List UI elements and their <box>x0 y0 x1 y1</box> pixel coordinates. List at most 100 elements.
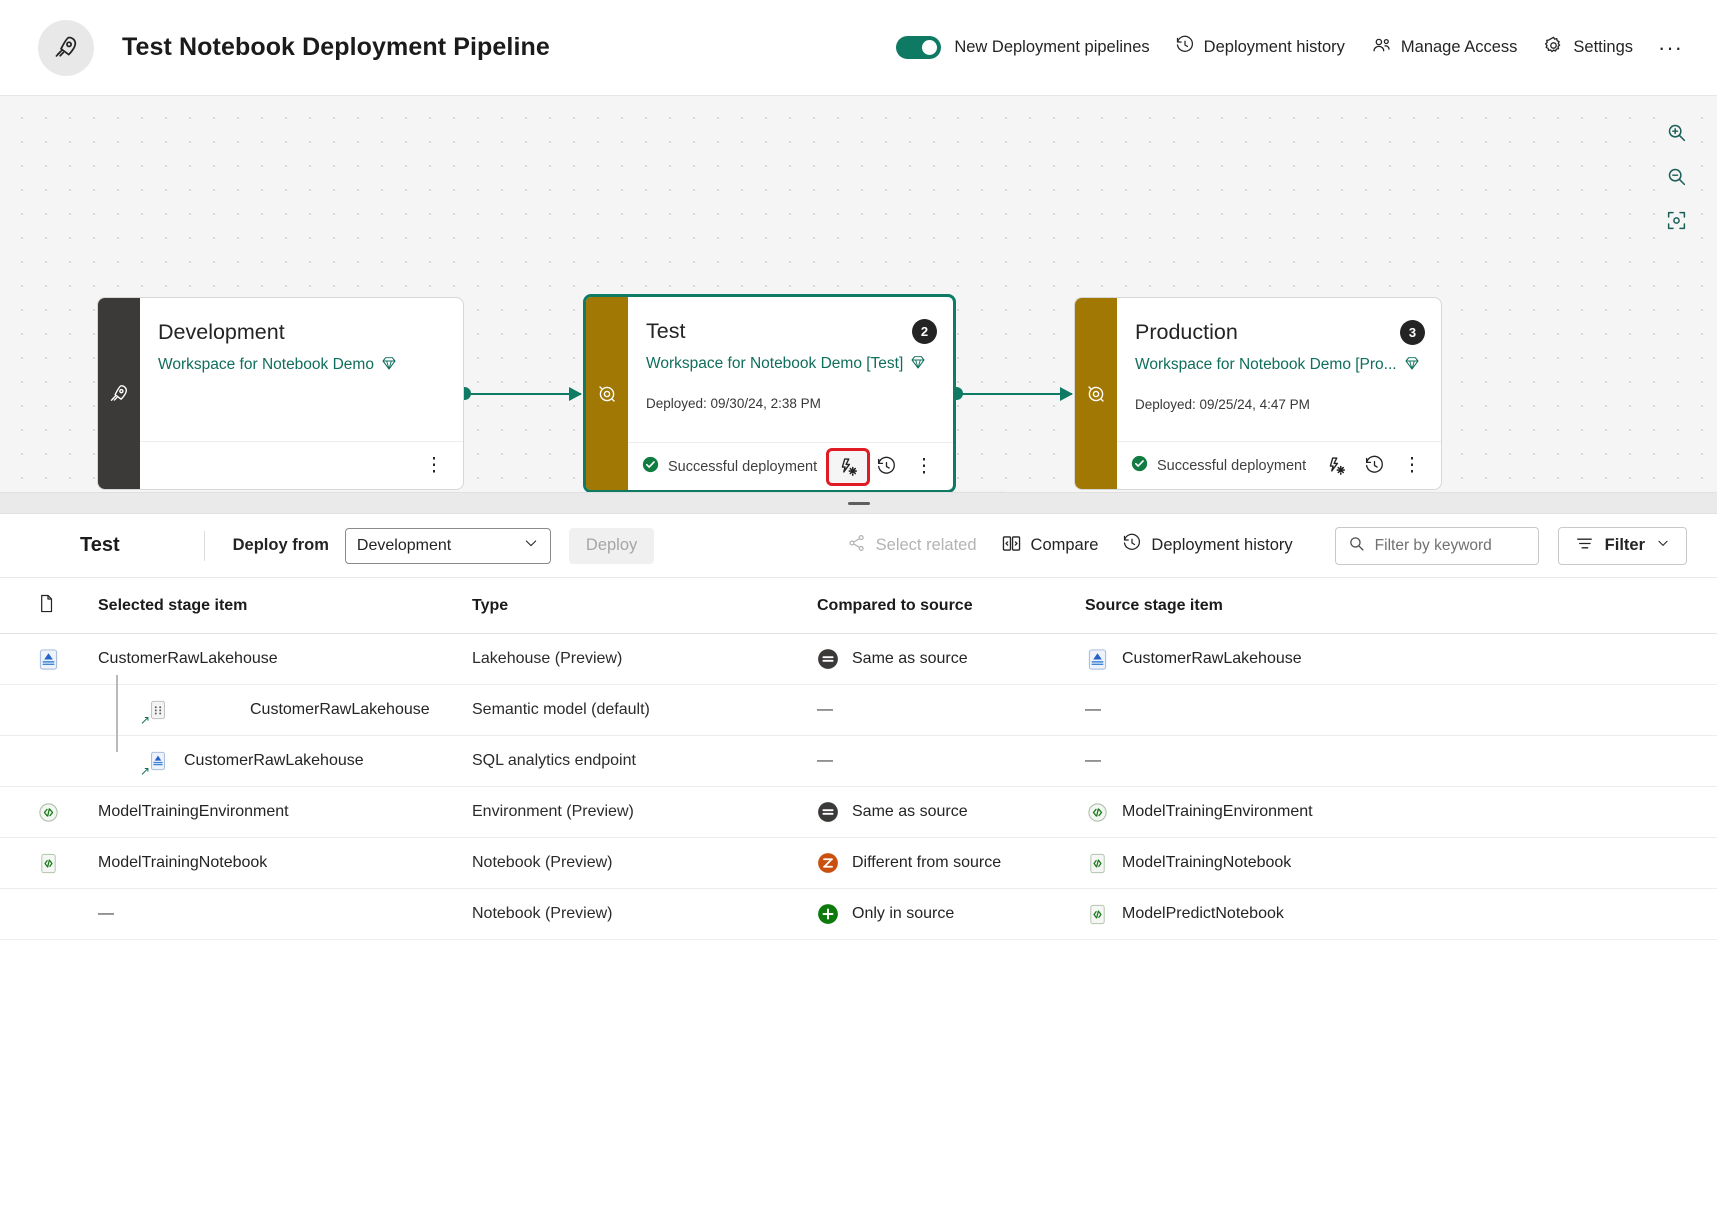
column-header-source-stage-item[interactable]: Source stage item <box>1085 596 1223 614</box>
tree-connector <box>116 726 118 752</box>
filter-label: Filter <box>1604 536 1645 554</box>
deployment-rules-button-test[interactable] <box>829 450 867 483</box>
stage-card-test[interactable]: 2 Test Workspace for Notebook Demo [Test… <box>583 294 956 492</box>
deployment-history-toolbar-button[interactable]: Deployment history <box>1110 525 1304 566</box>
semantic-model-icon <box>146 698 170 722</box>
deploy-from-value: Development <box>356 536 452 554</box>
stage-bar-test <box>586 297 628 490</box>
stage-badge-production: 3 <box>1400 320 1425 345</box>
zoom-in-button[interactable] <box>1658 114 1695 151</box>
same-as-source-icon <box>817 801 839 823</box>
connector-test-to-prod <box>957 387 1073 401</box>
toolbar-divider <box>203 530 205 561</box>
row-name-label: CustomerRawLakehouse <box>98 650 278 667</box>
settings-button[interactable]: Settings <box>1530 27 1646 69</box>
deployment-rules-button-production[interactable] <box>1317 450 1355 482</box>
deploy-from-select[interactable]: Development <box>344 527 551 564</box>
stage-name-test: Test <box>646 319 686 343</box>
new-deployment-pipelines-toggle[interactable]: New Deployment pipelines <box>896 36 1150 59</box>
row-name-label: ModelTrainingEnvironment <box>98 803 289 820</box>
deploy-button[interactable]: Deploy <box>568 527 655 564</box>
canvas-zoom-tools <box>1658 114 1695 239</box>
table-row[interactable]: — Notebook (Preview) Only in source Mode… <box>0 889 1717 940</box>
environment-icon <box>1085 800 1109 824</box>
column-header-compared-to-source[interactable]: Compared to source <box>817 596 973 614</box>
zoom-out-button[interactable] <box>1658 158 1695 195</box>
lakehouse-icon <box>36 647 60 671</box>
history-icon <box>1365 455 1383 473</box>
people-icon <box>1371 35 1392 61</box>
stage-status-production: Successful deployment <box>1131 455 1306 476</box>
row-compared-label: Same as source <box>852 650 968 667</box>
row-compared-cell: Same as source <box>817 648 1085 670</box>
row-name-cell: — <box>98 905 472 923</box>
row-compared-cell: Same as source <box>817 801 1085 823</box>
deployment-target-icon <box>599 385 615 402</box>
stage-card-production[interactable]: 3 Production Workspace for Notebook Demo… <box>1074 297 1442 490</box>
stage-workspace-link-production[interactable]: Workspace for Notebook Demo [Pro... <box>1135 355 1425 376</box>
stage-badge-test: 2 <box>912 319 937 344</box>
stage-more-button-test[interactable]: ⋮ <box>905 451 943 483</box>
notebook-icon <box>1085 851 1109 875</box>
table-row[interactable]: ModelTrainingEnvironment Environment (Pr… <box>0 787 1717 838</box>
stage-top-development: Development Workspace for Notebook Demo <box>140 298 463 441</box>
pipeline-canvas[interactable]: Development Workspace for Notebook Demo … <box>0 96 1717 492</box>
connector-dev-to-test <box>465 387 582 401</box>
table-row[interactable]: ModelTrainingNotebook Notebook (Preview)… <box>0 838 1717 889</box>
stage-body-test: 2 Test Workspace for Notebook Demo [Test… <box>628 297 953 490</box>
row-name-cell: ModelTrainingEnvironment <box>98 803 472 821</box>
stage-card-development[interactable]: Development Workspace for Notebook Demo … <box>97 297 464 490</box>
row-source-cell: — <box>1085 701 1681 719</box>
success-check-icon <box>1131 455 1148 476</box>
row-type-cell: Lakehouse (Preview) <box>472 650 623 667</box>
toggle-switch[interactable] <box>896 36 942 59</box>
filter-button[interactable]: Filter <box>1557 526 1687 565</box>
column-header-selected-stage-item[interactable]: Selected stage item <box>98 596 248 614</box>
select-related-icon <box>847 533 867 558</box>
table-row[interactable]: ↗ CustomerRawLakehouse Semantic model (d… <box>0 675 1717 736</box>
kebab-icon: ⋮ <box>424 455 444 476</box>
row-type-cell: Environment (Preview) <box>472 803 634 820</box>
stage-workspace-label: Workspace for Notebook Demo <box>158 356 374 374</box>
row-icon-cell <box>36 800 98 824</box>
stage-footer-test: Successful deployment ⋮ <box>628 442 953 490</box>
stage-history-button-production[interactable] <box>1355 450 1393 482</box>
fit-to-view-button[interactable] <box>1658 202 1695 239</box>
row-compared-label: Only in source <box>852 905 955 922</box>
search-input[interactable] <box>1374 536 1526 555</box>
compare-button[interactable]: Compare <box>989 525 1111 567</box>
fabric-diamond-icon <box>910 354 926 375</box>
stage-bar-production <box>1075 298 1117 489</box>
manage-access-button[interactable]: Manage Access <box>1358 27 1530 69</box>
row-compared-label: — <box>817 752 833 769</box>
row-source-cell: — <box>1085 752 1681 770</box>
stage-detail-toolbar: Test Deploy from Development Deploy Sele… <box>0 514 1717 578</box>
stage-status-test: Successful deployment <box>642 456 817 477</box>
document-icon <box>36 593 57 619</box>
select-related-label: Select related <box>875 536 977 554</box>
table-row[interactable]: ↗ CustomerRawLakehouse SQL analytics end… <box>0 726 1717 787</box>
stage-name-development: Development <box>158 320 285 344</box>
row-compared-cell: Different from source <box>817 852 1085 874</box>
stage-workspace-link-test[interactable]: Workspace for Notebook Demo [Test] <box>646 354 937 375</box>
filter-search-box[interactable] <box>1334 526 1539 565</box>
stage-more-button-production[interactable]: ⋮ <box>1393 450 1431 482</box>
success-check-icon <box>642 456 659 477</box>
deployment-history-label: Deployment history <box>1203 38 1345 56</box>
column-header-type[interactable]: Type <box>472 596 509 614</box>
select-related-button[interactable]: Select related <box>835 525 989 566</box>
stage-workspace-link-development[interactable]: Workspace for Notebook Demo <box>158 355 447 376</box>
row-compared-label: Different from source <box>852 854 1002 871</box>
stage-history-button-test[interactable] <box>867 451 905 483</box>
more-options-button[interactable]: ··· <box>1658 34 1683 60</box>
deployment-history-button[interactable]: Deployment history <box>1162 27 1358 68</box>
deployment-history-toolbar-label: Deployment history <box>1151 536 1293 554</box>
row-name-label: ModelTrainingNotebook <box>98 854 268 871</box>
stage-more-button-development[interactable]: ⋮ <box>415 450 453 482</box>
row-source-label: — <box>1085 752 1101 769</box>
stage-body-development: Development Workspace for Notebook Demo … <box>140 298 463 489</box>
rocket-logo-icon <box>38 19 94 76</box>
rocket-icon <box>110 384 127 401</box>
table-row[interactable]: CustomerRawLakehouse Lakehouse (Preview)… <box>0 634 1717 685</box>
panel-splitter[interactable] <box>0 492 1717 514</box>
